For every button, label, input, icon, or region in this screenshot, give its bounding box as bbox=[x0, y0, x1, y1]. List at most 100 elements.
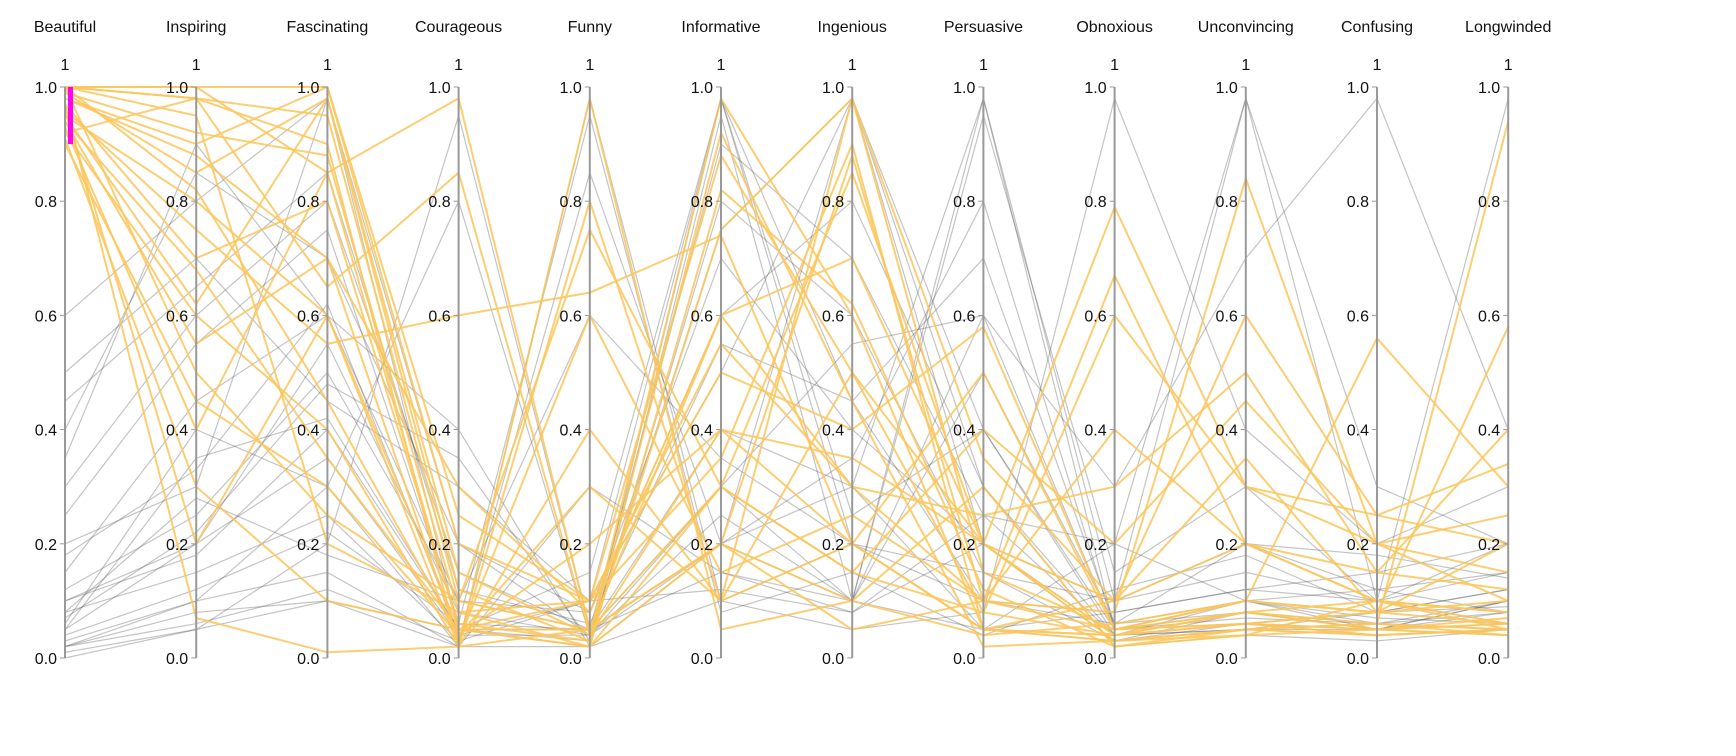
tick-label: 0.0 bbox=[560, 651, 582, 668]
tick-label: 0.2 bbox=[428, 537, 450, 554]
tick-label: 0.4 bbox=[560, 423, 582, 440]
axis-top-label: 1 bbox=[848, 57, 857, 74]
context-line bbox=[64, 96, 1509, 636]
tick-label: 1.0 bbox=[297, 80, 319, 97]
tick-label: 0.8 bbox=[1347, 194, 1369, 211]
axis-inspiring[interactable]: Inspiring 1 0.0 0.2 0.4 0.6 0.8 1.0 bbox=[166, 19, 226, 668]
tick-label: 0.8 bbox=[691, 194, 713, 211]
axis-title[interactable]: Persuasive bbox=[944, 19, 1023, 36]
tick-label: 1.0 bbox=[1347, 80, 1369, 97]
tick-label: 1.0 bbox=[1084, 80, 1106, 97]
selected-line bbox=[64, 86, 1510, 647]
axis-top-label: 1 bbox=[1241, 57, 1250, 74]
tick-label: 0.8 bbox=[428, 194, 450, 211]
context-line bbox=[64, 113, 1509, 659]
tick-label: 0.2 bbox=[1084, 537, 1106, 554]
selected-line bbox=[64, 103, 1509, 654]
tick-label: 0.0 bbox=[1216, 651, 1238, 668]
axis-title[interactable]: Ingenious bbox=[818, 19, 887, 36]
axis-funny[interactable]: Funny 1 0.0 0.2 0.4 0.6 0.8 1.0 bbox=[560, 19, 612, 668]
brush-selection[interactable] bbox=[68, 87, 73, 145]
axis-longwinded[interactable]: Longwinded 1 0.0 0.2 0.4 0.6 0.8 1.0 bbox=[1465, 19, 1551, 668]
context-lines bbox=[64, 96, 1509, 659]
context-line bbox=[64, 96, 1509, 613]
axis-title[interactable]: Longwinded bbox=[1465, 19, 1551, 36]
selected-line bbox=[64, 86, 1509, 631]
axis-title[interactable]: Informative bbox=[681, 19, 760, 36]
context-line bbox=[64, 113, 1509, 648]
axis-title[interactable]: Inspiring bbox=[166, 19, 226, 36]
context-line bbox=[64, 142, 1509, 648]
axis-title[interactable]: Confusing bbox=[1341, 19, 1413, 36]
tick-label: 0.6 bbox=[297, 308, 319, 325]
tick-label: 0.2 bbox=[953, 537, 975, 554]
tick-label: 0.0 bbox=[1478, 651, 1500, 668]
tick-label: 0.6 bbox=[953, 308, 975, 325]
selected-line bbox=[64, 109, 1509, 649]
tick-label: 1.0 bbox=[822, 80, 844, 97]
tick-label: 0.6 bbox=[1347, 308, 1369, 325]
tick-label: 0.4 bbox=[166, 423, 188, 440]
axis-informative[interactable]: Informative 1 0.0 0.2 0.4 0.6 0.8 1.0 bbox=[681, 19, 760, 668]
tick-label: 0.0 bbox=[297, 651, 319, 668]
axis-title[interactable]: Beautiful bbox=[34, 19, 96, 36]
axis-fascinating[interactable]: Fascinating 1 0.0 0.2 0.4 0.6 0.8 1.0 bbox=[286, 19, 368, 668]
axis-top-label: 1 bbox=[1504, 57, 1513, 74]
context-line bbox=[64, 170, 1509, 643]
axis-title[interactable]: Unconvincing bbox=[1198, 19, 1294, 36]
axis-top-label: 1 bbox=[454, 57, 463, 74]
axis-persuasive[interactable]: Persuasive 1 0.0 0.2 0.4 0.6 0.8 1.0 bbox=[944, 19, 1023, 668]
axis-title[interactable]: Courageous bbox=[415, 19, 502, 36]
axis-title[interactable]: Obnoxious bbox=[1076, 19, 1153, 36]
selected-line bbox=[65, 86, 1509, 637]
tick-label: 0.8 bbox=[166, 194, 188, 211]
context-line bbox=[64, 113, 1509, 648]
tick-label: 0.8 bbox=[35, 194, 57, 211]
tick-label: 0.2 bbox=[1216, 537, 1238, 554]
tick-label: 0.8 bbox=[1478, 194, 1500, 211]
axis-unconvincing[interactable]: Unconvincing 1 0.0 0.2 0.4 0.6 0.8 1.0 bbox=[1198, 19, 1294, 668]
context-line bbox=[64, 96, 1509, 631]
tick-label: 0.6 bbox=[1084, 308, 1106, 325]
tick-label: 0.4 bbox=[1347, 423, 1369, 440]
tick-label: 1.0 bbox=[166, 80, 188, 97]
axis-title[interactable]: Fascinating bbox=[286, 19, 368, 36]
tick-label: 0.8 bbox=[822, 194, 844, 211]
axis-top-label: 1 bbox=[61, 57, 70, 74]
context-line bbox=[64, 98, 1509, 603]
tick-label: 0.0 bbox=[1084, 651, 1106, 668]
axis-top-label: 1 bbox=[1110, 57, 1119, 74]
selected-lines bbox=[64, 85, 1510, 654]
tick-label: 0.4 bbox=[691, 423, 713, 440]
axis-ingenious[interactable]: Ingenious 1 0.0 0.2 0.4 0.6 0.8 1.0 bbox=[818, 19, 887, 668]
tick-label: 0.6 bbox=[1478, 308, 1500, 325]
tick-label: 0.6 bbox=[35, 308, 57, 325]
tick-label: 1.0 bbox=[953, 80, 975, 97]
axis-confusing[interactable]: Confusing 1 0.0 0.2 0.4 0.6 0.8 1.0 bbox=[1341, 19, 1413, 668]
axis-beautiful[interactable]: Beautiful 1 0.0 0.2 0.4 0.6 0.8 1.0 bbox=[34, 19, 96, 668]
axis-title[interactable]: Funny bbox=[568, 19, 612, 36]
tick-label: 0.6 bbox=[166, 308, 188, 325]
selected-line bbox=[64, 85, 1509, 637]
tick-label: 0.4 bbox=[953, 423, 975, 440]
axis-courageous[interactable]: Courageous 1 0.0 0.2 0.4 0.6 0.8 1.0 bbox=[415, 19, 502, 668]
selected-line bbox=[64, 91, 1509, 648]
tick-label: 1.0 bbox=[560, 80, 582, 97]
tick-label: 0.6 bbox=[1216, 308, 1238, 325]
tick-label: 0.6 bbox=[691, 308, 713, 325]
tick-label: 0.8 bbox=[1084, 194, 1106, 211]
tick-label: 0.8 bbox=[1216, 194, 1238, 211]
axis-top-label: 1 bbox=[979, 57, 988, 74]
selected-line bbox=[64, 120, 1509, 644]
tick-label: 0.0 bbox=[166, 651, 188, 668]
context-line bbox=[64, 171, 1509, 636]
tick-label: 0.2 bbox=[166, 537, 188, 554]
tick-label: 0.0 bbox=[35, 651, 57, 668]
tick-label: 0.2 bbox=[1347, 537, 1369, 554]
context-line bbox=[64, 171, 1509, 625]
context-line bbox=[64, 113, 1509, 636]
axis-obnoxious[interactable]: Obnoxious 1 0.0 0.2 0.4 0.6 0.8 1.0 bbox=[1076, 19, 1153, 668]
axis-top-label: 1 bbox=[323, 57, 332, 74]
context-line bbox=[64, 97, 1509, 653]
